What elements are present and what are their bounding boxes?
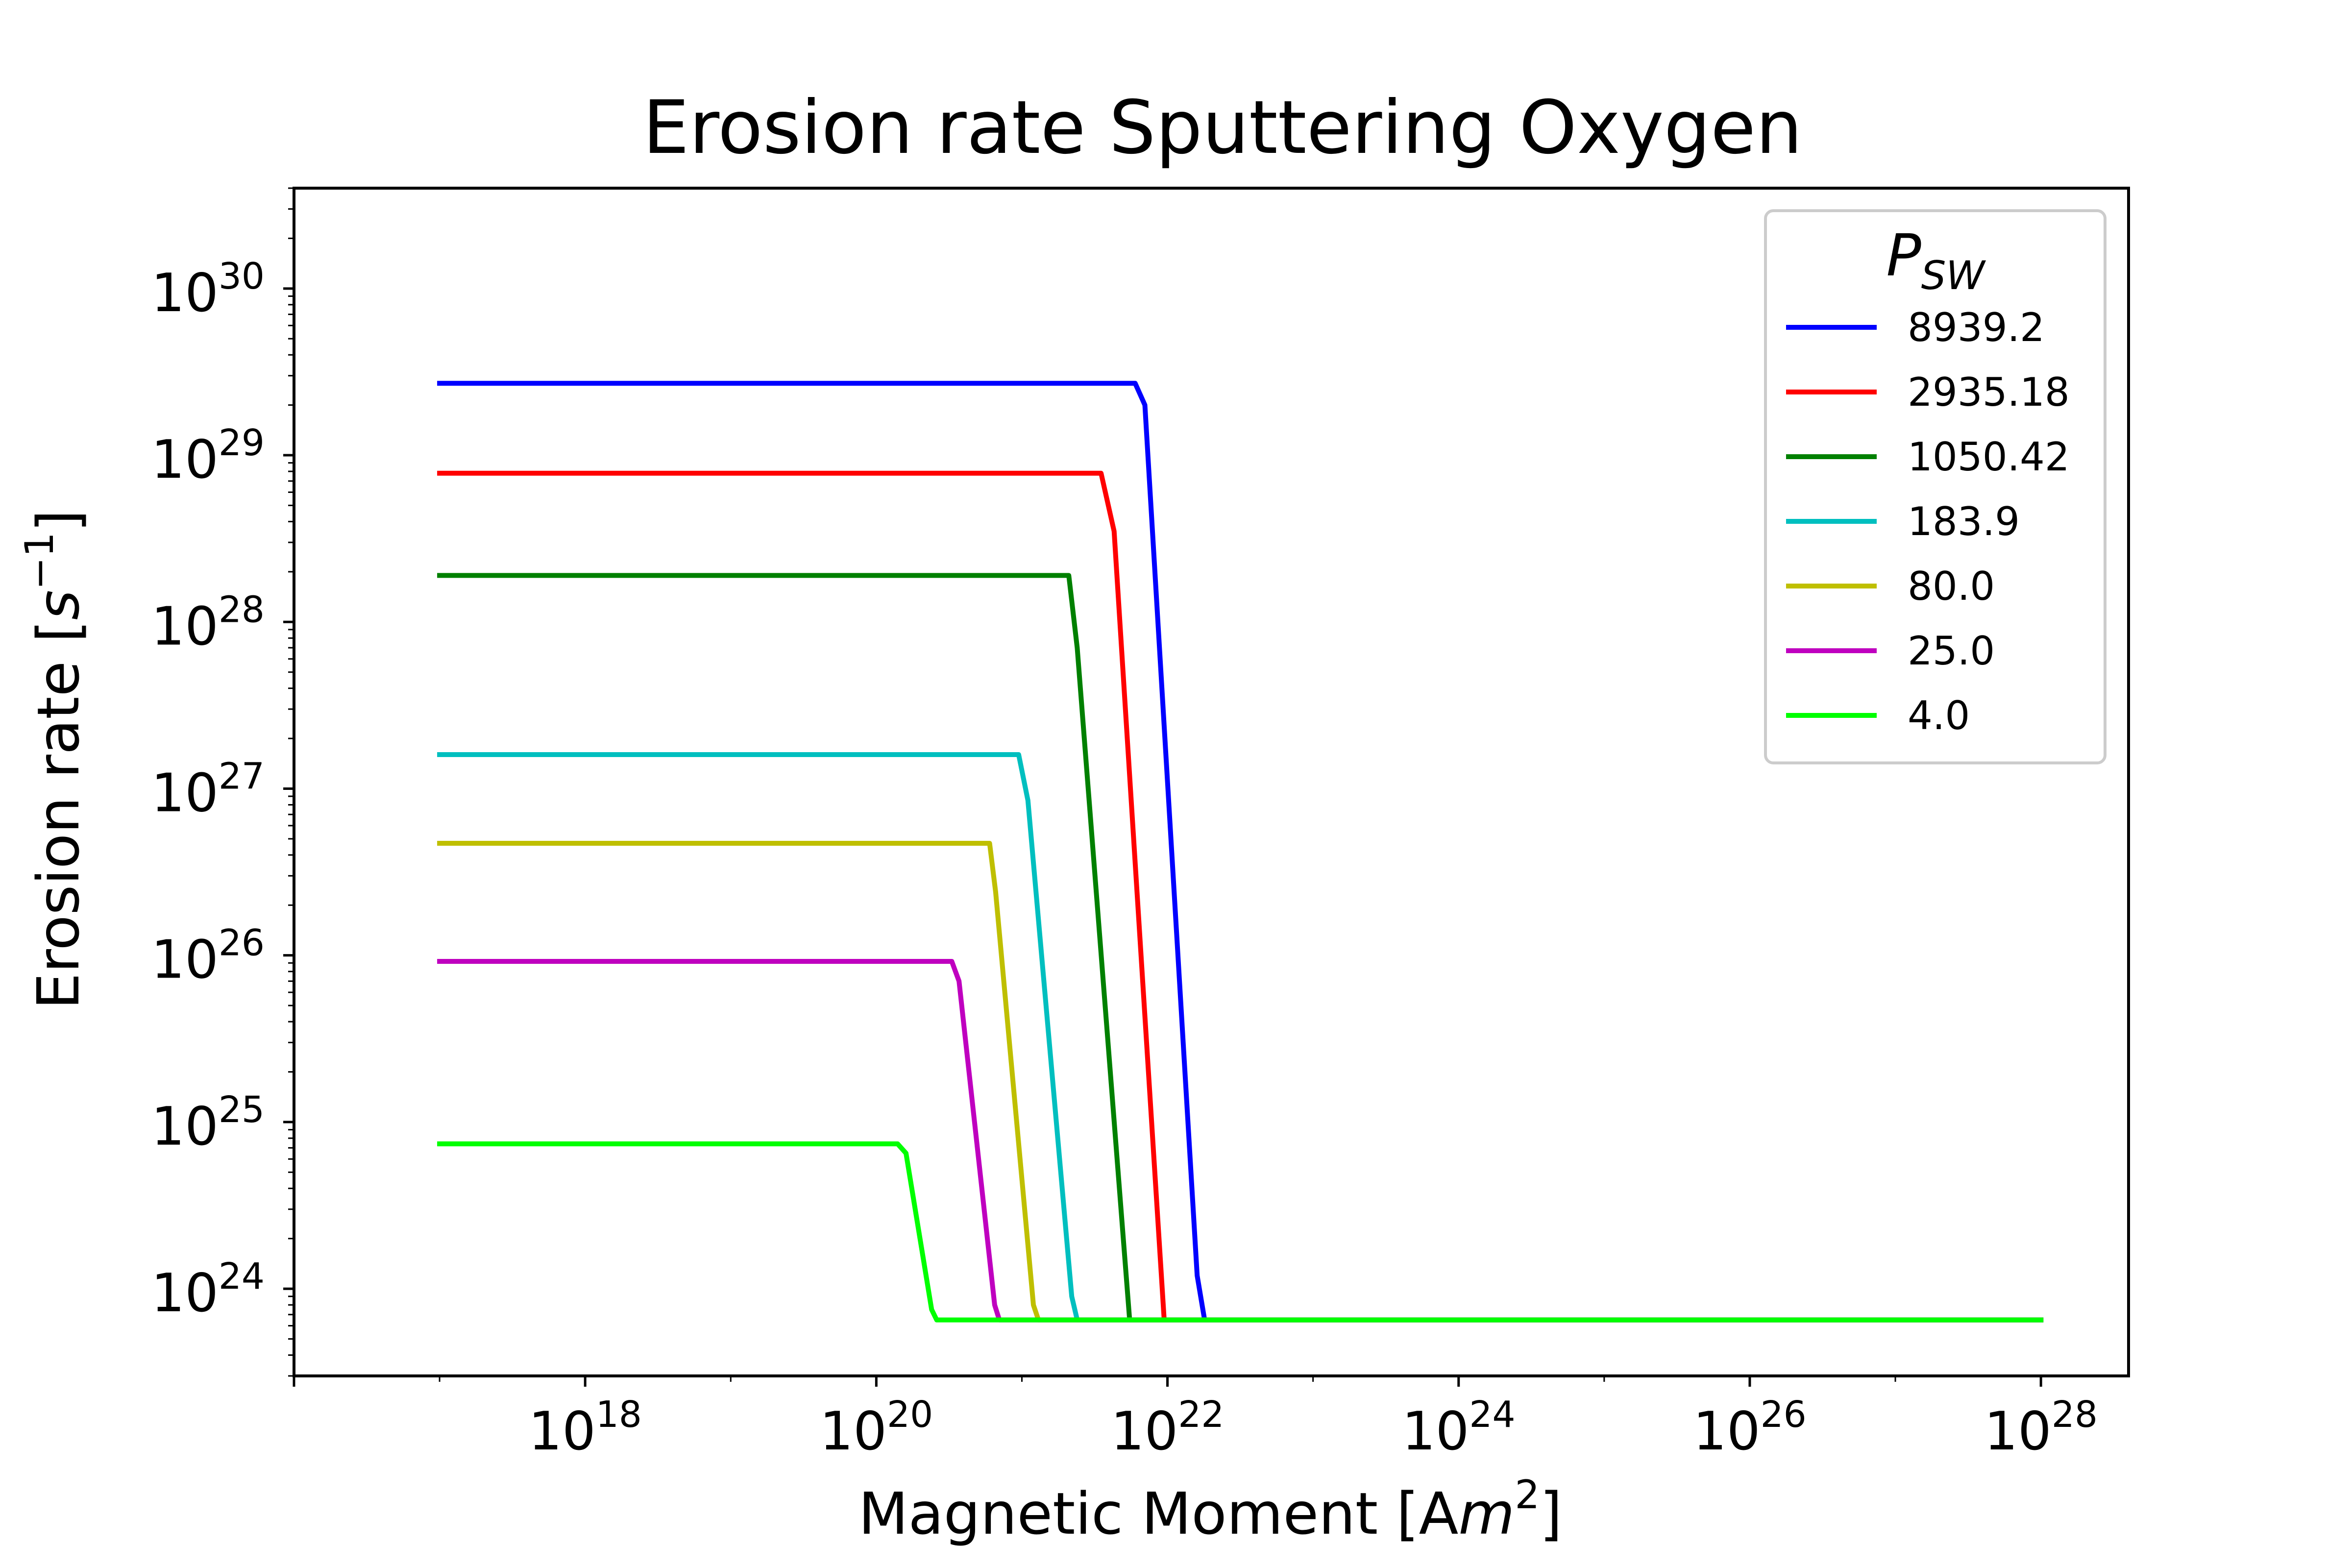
series-layer xyxy=(437,381,2044,1323)
legend-label-1: 2935.18 xyxy=(1908,369,2070,415)
y-tick-label-1: 1025 xyxy=(151,1089,265,1157)
x-tick-label-3: 1024 xyxy=(1402,1394,1516,1462)
x-axis-label: Magnetic Moment [Am2] xyxy=(858,1472,1563,1547)
legend-box xyxy=(1764,209,2107,764)
y-tick-label-4: 1028 xyxy=(151,588,265,657)
y-tick-label-5: 1029 xyxy=(151,422,265,490)
series-line-5 xyxy=(437,959,2044,1323)
y-tick-label-6: 1030 xyxy=(151,255,265,324)
x-axis-ticks: 1018 1020 1022 1024 1026 1028 xyxy=(293,1376,2098,1462)
y-axis-label: Erosion rate [s−1] xyxy=(17,510,92,1009)
chart-title: Erosion rate Sputtering Oxygen xyxy=(643,85,1803,171)
legend-title: PSW xyxy=(1886,221,1986,298)
y-axis-ticks: 1024 1025 1026 1027 1028 1029 1030 xyxy=(151,187,294,1377)
x-tick-label-4: 1026 xyxy=(1693,1394,1807,1462)
x-tick-label-5: 1028 xyxy=(1984,1394,2098,1462)
series-line-3 xyxy=(437,752,2044,1323)
x-tick-label-2: 1022 xyxy=(1111,1394,1225,1462)
series-line-4 xyxy=(437,841,2044,1323)
legend: PSW 8939.2 2935.18 1050.42 183.9 80.0 25.0 4.0 xyxy=(1764,209,2107,764)
y-tick-label-2: 1026 xyxy=(151,922,265,991)
legend-entries: 8939.2 2935.18 1050.42 183.9 80.0 25.0 4.0 xyxy=(1786,305,2070,738)
x-tick-label-0: 1018 xyxy=(528,1394,642,1462)
legend-label-4: 80.0 xyxy=(1908,564,1995,609)
legend-label-6: 4.0 xyxy=(1908,693,1970,738)
plot-area xyxy=(293,187,2130,1377)
legend-label-5: 25.0 xyxy=(1908,628,1995,674)
legend-label-3: 183.9 xyxy=(1908,499,2020,544)
x-tick-label-1: 1020 xyxy=(820,1394,933,1462)
legend-label-2: 1050.42 xyxy=(1908,434,2070,480)
series-line-6 xyxy=(437,1141,2044,1323)
legend-label-0: 8939.2 xyxy=(1908,305,2045,350)
y-tick-label-0: 1024 xyxy=(151,1255,265,1324)
y-tick-label-3: 1027 xyxy=(151,755,265,824)
